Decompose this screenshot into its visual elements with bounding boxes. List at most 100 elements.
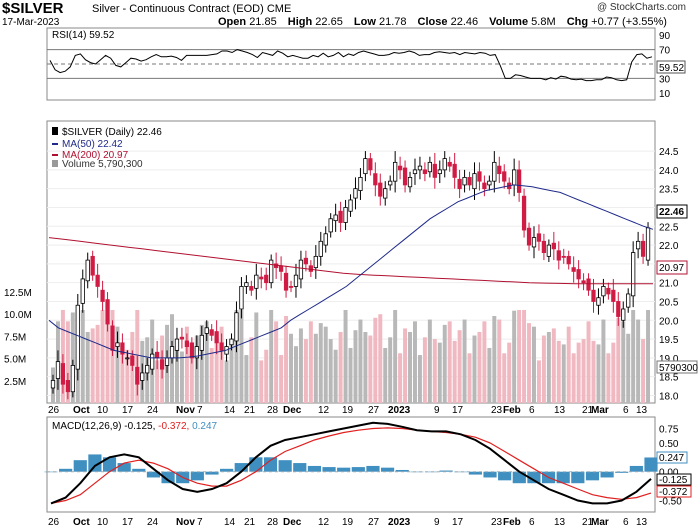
candle-body [586,278,591,291]
low-value: 21.78 [378,16,407,28]
volume-bar [561,344,566,403]
chart-date: 17-Mar-2023 [2,17,60,28]
volume-bar [298,328,303,403]
volume-bar [274,321,279,403]
candle-body [492,161,497,182]
volume-bar [477,331,482,403]
macd-legend-hist: 0.247 [192,421,217,432]
candle-body [645,227,651,261]
volume-bar [110,310,115,403]
volume-bar [601,319,606,403]
volume-bar [279,355,284,403]
close-label: Close [417,16,448,28]
candle-body [150,353,155,370]
volume-bar [313,333,318,403]
candle-body [164,357,170,366]
macd-tick-label: -0.50 [659,496,682,507]
volume-bar [566,326,571,403]
volume-bar [249,337,254,403]
candle-body [497,165,502,175]
candle-body [199,334,204,351]
x-tick-label: 9 [434,517,440,528]
candle-body [561,255,566,258]
candle-body [601,286,606,297]
volume-bar [497,319,502,403]
volume-bar [343,310,348,403]
volume-bar [532,326,536,403]
macd-legend: MACD(12,26,9) -0.125, -0.372, 0.247 [52,421,218,432]
volume-bar [214,337,219,403]
candle-body [303,257,309,265]
x-tick-label: 10 [97,405,109,416]
volume-bar [353,330,358,403]
volume-bar [586,321,591,403]
macd-histogram-bar [102,457,117,472]
candle-body [204,327,209,334]
candle-body [323,233,328,246]
macd-histogram-bar [615,471,629,473]
volume-bar [626,333,631,403]
volume-bar [591,340,596,403]
macd-histogram-bar [161,471,175,484]
candle-body [477,171,482,182]
volume-bar [487,347,492,403]
candle-body [402,167,408,186]
x-tick-label: Dec [283,405,302,416]
x-tick-label: 13 [554,405,566,416]
candle-body [616,301,621,317]
candle-body [100,289,105,302]
volume-tick-label: 10.0M [4,310,32,321]
candle-body [437,169,442,175]
candle-body [467,176,472,186]
candle-body [80,278,85,304]
hist-tag: 0.247 [659,453,684,464]
volume-bar [596,344,601,403]
macd-legend-value: -0.125, [124,421,155,432]
candle-body [318,240,323,257]
open-label: Open [218,16,247,28]
volume-bar [417,355,422,403]
low-label: Low [353,16,376,28]
rsi-panel: 1030507090 RSI(14) 59.52 59.52 [46,27,686,101]
candle-body [472,173,477,190]
candle-body [209,329,214,336]
ma200-line [48,237,653,285]
x-tick-label: 24 [147,517,159,528]
volume-bar [234,310,239,403]
candle-body [135,366,140,385]
candle-body [368,158,373,171]
candle-body [512,169,517,186]
macd-histogram-bar [351,467,365,472]
x-tick-label: 7 [197,405,203,416]
candle-body [442,158,447,171]
macd-histogram-bar [205,471,219,475]
volume-tag: 5790300 [659,363,698,374]
candle-body [229,338,234,346]
exchange: CME [266,3,292,15]
candle-body [407,176,413,188]
volume-bar [333,349,338,403]
signal-tag: -0.372 [659,487,688,498]
volume-bar [556,340,561,403]
volume-bar [338,331,343,403]
macd-histogram-bar [278,460,292,472]
macd-histogram-bar [556,471,570,484]
legend-swatch-price [52,127,58,135]
close-tag-box [656,204,688,219]
high-value: 22.65 [315,16,343,28]
volume-bar [413,321,417,403]
signal-tag-box [656,485,692,498]
volume-bar [184,326,189,403]
x-tick-label: 23 [491,405,503,416]
macd-histogram-bar [381,467,395,472]
x-tick-label: 24 [147,405,159,416]
candle-body [154,351,160,359]
legend-swatch-volume [52,160,58,167]
candle-body [393,161,398,182]
candle-body [95,274,100,287]
volume-bar [517,310,522,403]
price-tick-label: 22.0 [659,241,679,252]
volume-bar [606,353,611,403]
x-tick-label: Oct [73,405,90,416]
